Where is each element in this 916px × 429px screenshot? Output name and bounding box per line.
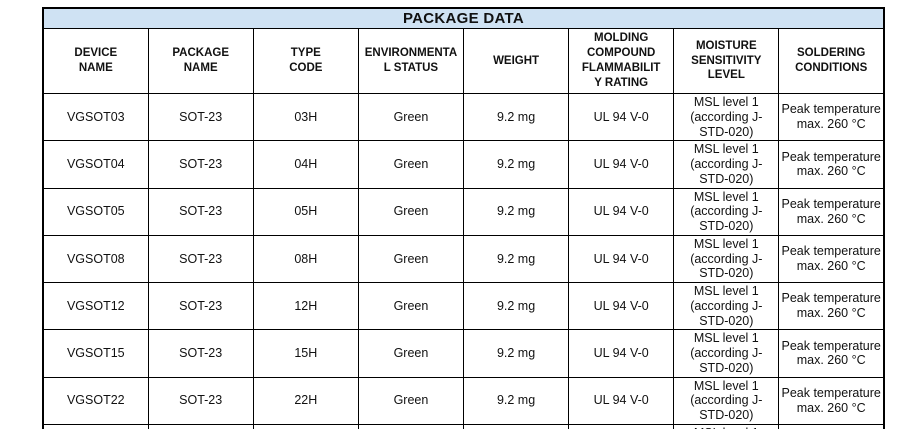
table-row-vgsot22: VGSOT22 SOT-23 22H Green 9.2 mg UL 94 V-0 MSL …	[42, 376, 885, 425]
cell-soldering: Peak temperature max. 260 °C	[778, 329, 885, 378]
cell-msl: MSL level 1 (according J-STD-020)	[673, 281, 780, 331]
table-header-row: DEVICE NAME PACKAGE NAME TYPE CODE ENVIRONM…	[42, 28, 885, 94]
column-header-soldering: SOLDERING CONDITIONS	[778, 28, 885, 94]
cell-env: Green	[357, 329, 465, 378]
cell-molding: UL 94 V-0	[568, 423, 675, 429]
cell-molding: UL 94 V-0	[568, 187, 675, 236]
cell-type_code: 15H	[252, 329, 359, 378]
cell-package: SOT-23	[147, 423, 254, 429]
cell-type_code: 05H	[252, 187, 359, 236]
cell-device: VGSOT04	[42, 140, 149, 189]
cell-device: VGSOT15	[42, 329, 149, 378]
cell-soldering: Peak temperature max. 260 °C	[778, 423, 885, 429]
table-row-vgsot15: VGSOT15 SOT-23 15H Green 9.2 mg UL 94 V-0 MSL …	[42, 329, 885, 378]
cell-type_code: 12H	[252, 281, 359, 331]
cell-device: VGSOT03	[42, 92, 149, 142]
column-header-molding: MOLDING COMPOUND FLAMMABILIT Y RATING	[568, 28, 675, 94]
cell-msl: MSL level 1 (according J-STD-020)	[673, 140, 780, 189]
cell-type_code: 24H	[252, 423, 359, 429]
cell-package: SOT-23	[147, 281, 254, 331]
cell-molding: UL 94 V-0	[568, 281, 675, 331]
cell-weight: 9.2 mg	[462, 329, 570, 378]
cell-weight: 9.2 mg	[462, 376, 570, 425]
cell-weight: 9.2 mg	[462, 187, 570, 236]
table-row-vgsot04: VGSOT04 SOT-23 04H Green 9.2 mg UL 94 V-0 MSL …	[42, 140, 885, 189]
cell-soldering: Peak temperature max. 260 °C	[778, 140, 885, 189]
cell-soldering: Peak temperature max. 260 °C	[778, 234, 885, 284]
cell-device: VGSOT08	[42, 234, 149, 284]
cell-device: VGSOT22	[42, 376, 149, 425]
cell-env: Green	[357, 423, 465, 429]
cell-type_code: 08H	[252, 234, 359, 284]
table-row-vgsot03: VGSOT03 SOT-23 03H Green 9.2 mg UL 94 V-0 MSL …	[42, 92, 885, 142]
cell-package: SOT-23	[147, 376, 254, 425]
column-header-weight: WEIGHT	[462, 28, 570, 94]
table-row-vgsot05: VGSOT05 SOT-23 05H Green 9.2 mg UL 94 V-0 MSL …	[42, 187, 885, 236]
column-header-msl: MOISTURE SENSITIVITY LEVEL	[673, 28, 780, 94]
column-header-device: DEVICE NAME	[42, 28, 149, 94]
cell-weight: 9.2 mg	[462, 281, 570, 331]
cell-msl: MSL level 1 (according J-STD-020)	[673, 329, 780, 378]
cell-type_code: 22H	[252, 376, 359, 425]
cell-package: SOT-23	[147, 140, 254, 189]
cell-weight: 9.2 mg	[462, 140, 570, 189]
table-body: VGSOT03 SOT-23 03H Green 9.2 mg UL 94 V-0 MSL …	[42, 92, 885, 429]
package-data-table: PACKAGE DATA DEVICE NAME PACKAGE NAME TYPE…	[42, 7, 885, 429]
cell-molding: UL 94 V-0	[568, 140, 675, 189]
cell-device: VGSOT12	[42, 281, 149, 331]
table-row-vgsot12: VGSOT12 SOT-23 12H Green 9.2 mg UL 94 V-0 MSL …	[42, 281, 885, 331]
cell-weight: 9.2 mg	[462, 234, 570, 284]
cell-package: SOT-23	[147, 187, 254, 236]
column-header-package: PACKAGE NAME	[147, 28, 254, 94]
cell-molding: UL 94 V-0	[568, 234, 675, 284]
cell-msl: MSL level 1 (according J-STD-020)	[673, 376, 780, 425]
cell-molding: UL 94 V-0	[568, 329, 675, 378]
cell-soldering: Peak temperature max. 260 °C	[778, 187, 885, 236]
cell-soldering: Peak temperature max. 260 °C	[778, 281, 885, 331]
table-title: PACKAGE DATA	[42, 7, 885, 29]
cell-env: Green	[357, 234, 465, 284]
cell-device: VGSOT05	[42, 187, 149, 236]
cell-package: SOT-23	[147, 92, 254, 142]
cell-molding: UL 94 V-0	[568, 92, 675, 142]
cell-soldering: Peak temperature max. 260 °C	[778, 92, 885, 142]
cell-env: Green	[357, 187, 465, 236]
cell-msl: MSL level 1 (according J-STD-020)	[673, 92, 780, 142]
cell-env: Green	[357, 281, 465, 331]
cell-env: Green	[357, 92, 465, 142]
cell-type_code: 03H	[252, 92, 359, 142]
cell-weight: 9.2 mg	[462, 423, 570, 429]
cell-type_code: 04H	[252, 140, 359, 189]
column-header-env: ENVIRONMENTA L STATUS	[357, 28, 465, 94]
cell-env: Green	[357, 140, 465, 189]
cell-env: Green	[357, 376, 465, 425]
cell-package: SOT-23	[147, 329, 254, 378]
cell-device: VGSOT24	[42, 423, 149, 429]
table-row-vgsot08: VGSOT08 SOT-23 08H Green 9.2 mg UL 94 V-0 MSL …	[42, 234, 885, 284]
cell-weight: 9.2 mg	[462, 92, 570, 142]
cell-msl: MSL level 1 (according J-STD-020)	[673, 423, 780, 429]
cell-package: SOT-23	[147, 234, 254, 284]
cell-molding: UL 94 V-0	[568, 376, 675, 425]
cell-msl: MSL level 1 (according J-STD-020)	[673, 187, 780, 236]
column-header-type_code: TYPE CODE	[252, 28, 359, 94]
cell-soldering: Peak temperature max. 260 °C	[778, 376, 885, 425]
table-title-row: PACKAGE DATA	[42, 7, 885, 29]
cell-msl: MSL level 1 (according J-STD-020)	[673, 234, 780, 284]
